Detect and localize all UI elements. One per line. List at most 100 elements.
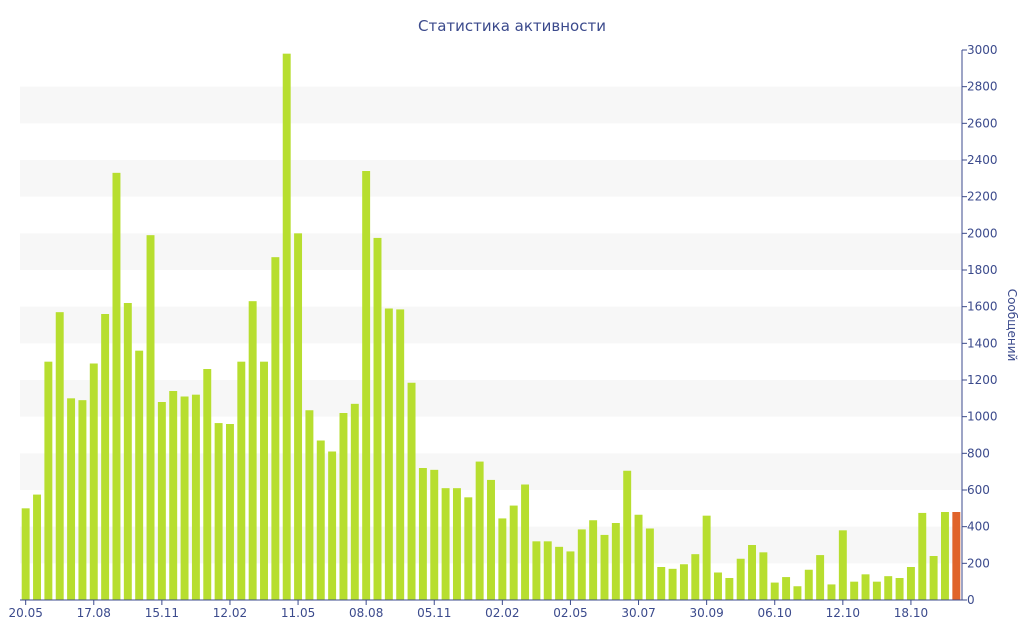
bar bbox=[623, 470, 632, 600]
bar bbox=[498, 518, 507, 600]
bar bbox=[157, 402, 166, 600]
bar bbox=[793, 586, 802, 600]
bar bbox=[770, 582, 779, 600]
bar bbox=[895, 578, 904, 600]
bar bbox=[884, 576, 893, 600]
bar bbox=[532, 541, 541, 600]
bar bbox=[941, 512, 949, 600]
x-tick-label: 30.09 bbox=[689, 606, 723, 620]
y-tick-label: 1800 bbox=[967, 263, 998, 277]
y-tick-label: 1200 bbox=[967, 373, 998, 387]
grid-bands bbox=[20, 86, 962, 564]
y-tick-label: 0 bbox=[967, 593, 975, 607]
y-tick-label: 200 bbox=[967, 556, 990, 570]
y-axis-label: Сообщений bbox=[1005, 289, 1019, 362]
bar bbox=[407, 382, 416, 600]
x-tick-label: 17.08 bbox=[77, 606, 111, 620]
grid-band bbox=[20, 160, 962, 197]
bar bbox=[577, 529, 586, 600]
bar bbox=[816, 555, 825, 600]
bar bbox=[589, 520, 598, 600]
bar-current bbox=[952, 512, 961, 600]
bar bbox=[714, 572, 722, 600]
bar bbox=[736, 558, 745, 600]
y-axis-ticks: 0 200 400 600 800 1000 1200 1400 1600 1800 2000 220… bbox=[962, 43, 998, 607]
bar bbox=[362, 171, 371, 600]
bar bbox=[555, 546, 564, 600]
bar bbox=[89, 363, 98, 600]
bar bbox=[543, 541, 552, 600]
y-tick-label: 2800 bbox=[967, 80, 998, 94]
bar bbox=[350, 403, 359, 600]
bar bbox=[146, 235, 155, 601]
bar bbox=[679, 564, 688, 600]
bar bbox=[191, 394, 200, 600]
chart-title: Статистика активности bbox=[418, 17, 606, 35]
bar bbox=[702, 515, 711, 600]
y-tick-label: 400 bbox=[967, 520, 990, 534]
bar bbox=[44, 361, 53, 600]
bar bbox=[78, 400, 87, 600]
bar bbox=[396, 309, 405, 600]
bar bbox=[929, 556, 938, 600]
y-tick-label: 800 bbox=[967, 446, 990, 460]
bar bbox=[645, 528, 654, 600]
bar bbox=[33, 494, 41, 600]
bar bbox=[180, 396, 189, 600]
bar bbox=[248, 301, 257, 600]
bar bbox=[509, 505, 518, 600]
y-tick-label: 2600 bbox=[967, 116, 998, 130]
bar bbox=[725, 578, 734, 600]
bar bbox=[838, 530, 847, 600]
y-tick-label: 2400 bbox=[967, 153, 998, 167]
bar bbox=[600, 534, 609, 600]
bar bbox=[657, 567, 666, 600]
y-tick-label: 600 bbox=[967, 483, 990, 497]
bar bbox=[316, 440, 325, 600]
bar bbox=[441, 488, 450, 600]
bar bbox=[55, 312, 64, 600]
bar bbox=[782, 577, 791, 600]
bar bbox=[872, 581, 881, 600]
x-tick-label: 08.08 bbox=[349, 606, 383, 620]
y-tick-label: 3000 bbox=[967, 43, 998, 57]
bar bbox=[668, 568, 677, 600]
bar bbox=[611, 523, 620, 600]
bar bbox=[214, 423, 223, 600]
bar bbox=[112, 172, 121, 600]
bar bbox=[418, 468, 427, 600]
bar bbox=[850, 581, 859, 600]
bar bbox=[225, 424, 234, 600]
x-tick-label: 05.11 bbox=[417, 606, 451, 620]
bar bbox=[101, 314, 110, 600]
x-tick-label: 06.10 bbox=[758, 606, 792, 620]
bar bbox=[384, 308, 393, 600]
bar bbox=[918, 512, 927, 600]
grid-band bbox=[20, 86, 962, 124]
y-tick-label: 1400 bbox=[967, 336, 998, 350]
bar bbox=[452, 488, 461, 600]
grid-band bbox=[20, 306, 962, 344]
bar bbox=[487, 479, 495, 600]
x-tick-label: 18.10 bbox=[894, 606, 928, 620]
y-tick-label: 2000 bbox=[967, 226, 998, 240]
bar bbox=[282, 53, 291, 601]
grid-band bbox=[20, 233, 962, 270]
bar bbox=[123, 303, 132, 600]
x-tick-label: 15.11 bbox=[145, 606, 179, 620]
bar bbox=[169, 391, 178, 600]
bar bbox=[373, 237, 382, 601]
bar bbox=[566, 551, 575, 600]
bar bbox=[271, 257, 280, 600]
x-tick-label: 20.05 bbox=[8, 606, 42, 620]
x-tick-label: 02.02 bbox=[485, 606, 519, 620]
bar bbox=[827, 584, 836, 600]
bar bbox=[237, 361, 246, 600]
y-tick-label: 2200 bbox=[967, 190, 998, 204]
x-tick-label: 12.02 bbox=[213, 606, 247, 620]
bar bbox=[430, 469, 439, 600]
bar bbox=[305, 410, 314, 600]
bar bbox=[759, 552, 768, 600]
x-tick-label: 02.05 bbox=[553, 606, 587, 620]
